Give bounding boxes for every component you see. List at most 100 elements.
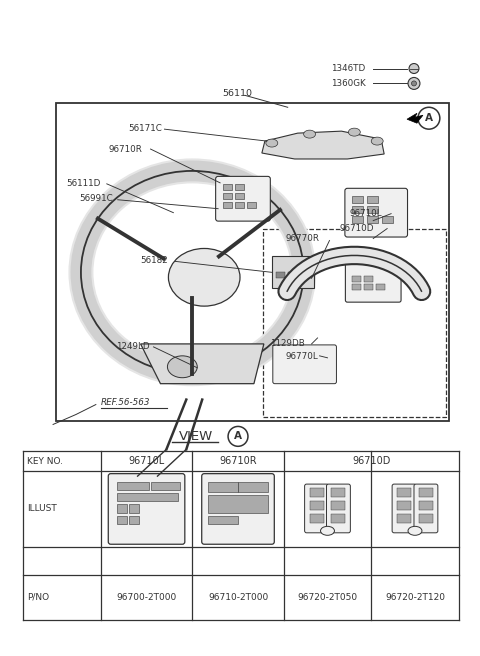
Bar — [117, 504, 127, 513]
Ellipse shape — [168, 356, 197, 378]
Text: 96720-2T120: 96720-2T120 — [385, 593, 445, 602]
Ellipse shape — [321, 526, 335, 535]
Circle shape — [408, 77, 420, 89]
Bar — [235, 202, 244, 208]
Bar — [223, 193, 232, 199]
Bar — [117, 516, 127, 524]
Text: 56111D: 56111D — [66, 179, 100, 188]
Text: 96770L: 96770L — [286, 352, 319, 361]
Polygon shape — [141, 344, 264, 384]
FancyBboxPatch shape — [326, 484, 350, 533]
Text: 1249LD: 1249LD — [116, 342, 149, 352]
Bar — [208, 495, 268, 513]
FancyBboxPatch shape — [108, 474, 185, 544]
Text: KEY NO.: KEY NO. — [27, 457, 63, 466]
Bar — [276, 272, 285, 278]
FancyBboxPatch shape — [216, 176, 270, 221]
Bar — [129, 504, 139, 513]
Circle shape — [409, 64, 419, 73]
Bar — [332, 514, 346, 523]
Bar — [352, 216, 363, 222]
Bar — [300, 272, 309, 278]
FancyBboxPatch shape — [345, 188, 408, 237]
FancyBboxPatch shape — [414, 484, 438, 533]
Text: 1346TD: 1346TD — [332, 64, 366, 73]
Bar — [332, 488, 346, 497]
Bar — [332, 501, 346, 510]
Bar — [208, 516, 238, 524]
Text: 96710L: 96710L — [349, 209, 382, 218]
Text: 96710D: 96710D — [352, 456, 390, 466]
Bar — [129, 516, 139, 524]
Text: 96710R: 96710R — [109, 144, 143, 154]
Text: 1129DB: 1129DB — [270, 339, 305, 348]
Bar — [272, 256, 313, 288]
Bar — [352, 276, 361, 282]
Text: 56182: 56182 — [141, 256, 168, 265]
Text: VIEW: VIEW — [179, 430, 214, 443]
Bar — [247, 202, 256, 208]
FancyBboxPatch shape — [273, 345, 336, 384]
Bar — [223, 202, 232, 208]
Bar — [238, 482, 268, 492]
Bar — [382, 216, 393, 222]
Bar — [376, 284, 385, 290]
Bar — [235, 184, 244, 190]
Ellipse shape — [408, 526, 422, 535]
Bar — [56, 103, 449, 421]
Text: 96770R: 96770R — [286, 234, 320, 243]
Bar — [397, 488, 411, 497]
Bar — [419, 488, 433, 497]
FancyBboxPatch shape — [305, 484, 328, 533]
Bar — [151, 482, 180, 490]
Bar — [367, 195, 378, 203]
Bar — [367, 216, 378, 222]
Text: REF.56-563: REF.56-563 — [101, 398, 150, 407]
Text: 96710R: 96710R — [219, 456, 257, 466]
Bar — [263, 228, 446, 417]
Text: 96710D: 96710D — [339, 224, 374, 233]
Text: 96700-2T000: 96700-2T000 — [117, 593, 177, 602]
Text: 96720-2T050: 96720-2T050 — [298, 593, 358, 602]
Bar — [117, 493, 179, 501]
Bar — [419, 501, 433, 510]
Bar — [208, 482, 238, 492]
Bar — [310, 514, 324, 523]
Ellipse shape — [348, 128, 360, 136]
Bar — [310, 501, 324, 510]
Bar — [117, 482, 148, 490]
Ellipse shape — [371, 137, 383, 145]
Polygon shape — [407, 113, 423, 123]
Polygon shape — [262, 131, 384, 159]
FancyBboxPatch shape — [346, 260, 401, 302]
Bar — [364, 284, 373, 290]
Bar — [419, 514, 433, 523]
Text: 56110: 56110 — [222, 89, 252, 98]
Ellipse shape — [304, 130, 315, 138]
Bar — [397, 501, 411, 510]
FancyBboxPatch shape — [202, 474, 274, 544]
Bar — [397, 514, 411, 523]
Bar — [310, 488, 324, 497]
Bar — [223, 184, 232, 190]
FancyBboxPatch shape — [392, 484, 416, 533]
Ellipse shape — [266, 139, 278, 147]
Bar — [352, 284, 361, 290]
Text: P/NO: P/NO — [27, 593, 49, 602]
Text: 56991C: 56991C — [79, 194, 113, 203]
Text: A: A — [425, 113, 433, 123]
Text: 96710L: 96710L — [129, 456, 165, 466]
Text: 96710-2T000: 96710-2T000 — [208, 593, 268, 602]
Ellipse shape — [168, 249, 240, 306]
Bar — [288, 272, 297, 278]
Text: 56171C: 56171C — [129, 124, 163, 133]
Text: A: A — [234, 432, 242, 441]
Text: 1360GK: 1360GK — [332, 79, 366, 88]
Bar — [367, 206, 378, 213]
Text: ILLUST: ILLUST — [27, 504, 57, 514]
Bar — [352, 206, 363, 213]
Bar — [364, 276, 373, 282]
Bar — [352, 195, 363, 203]
Circle shape — [411, 81, 417, 86]
Bar — [235, 193, 244, 199]
